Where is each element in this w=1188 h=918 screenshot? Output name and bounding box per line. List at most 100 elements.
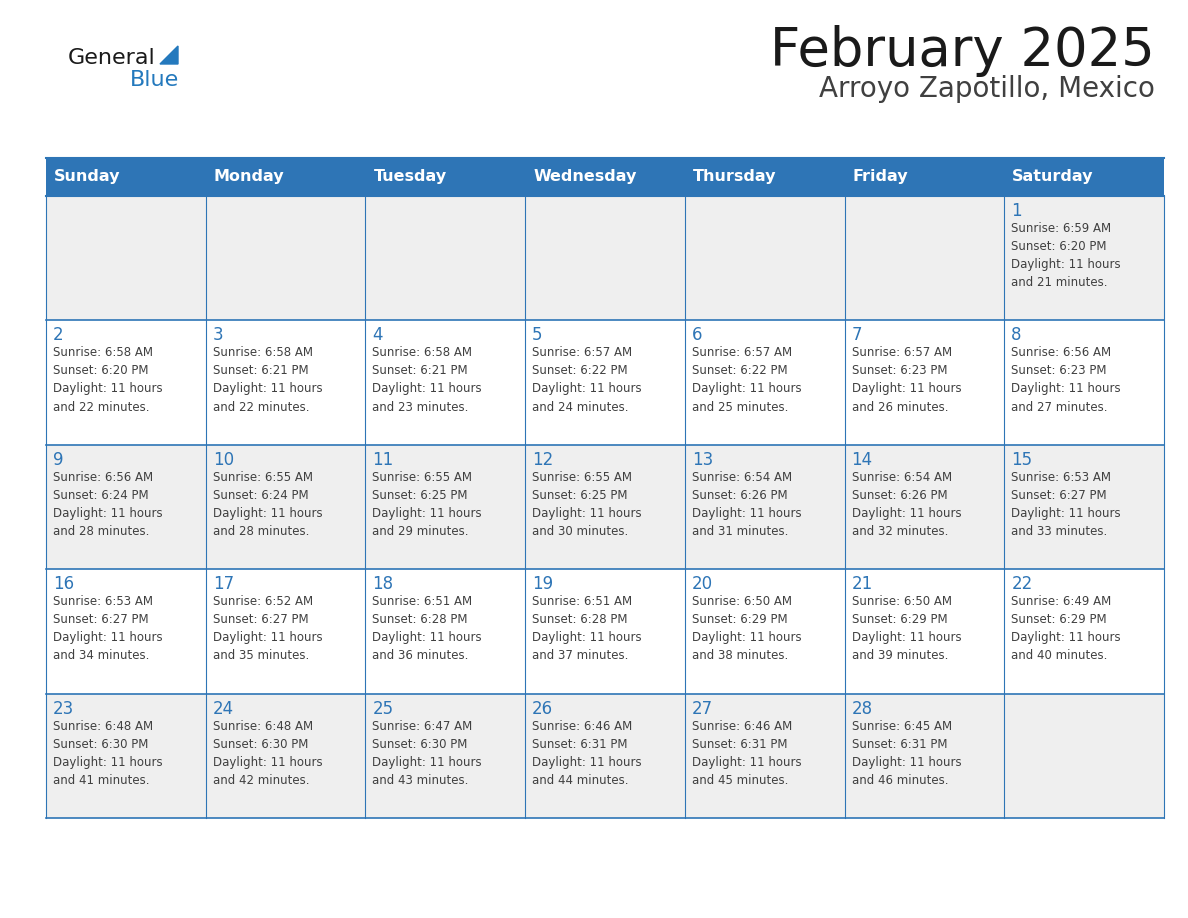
Text: Sunset: 6:21 PM: Sunset: 6:21 PM bbox=[213, 364, 309, 377]
Text: Sunset: 6:28 PM: Sunset: 6:28 PM bbox=[532, 613, 627, 626]
Text: Sunrise: 6:57 AM: Sunrise: 6:57 AM bbox=[691, 346, 792, 360]
Text: and 22 minutes.: and 22 minutes. bbox=[213, 400, 309, 413]
Text: Sunset: 6:27 PM: Sunset: 6:27 PM bbox=[53, 613, 148, 626]
Text: 4: 4 bbox=[372, 327, 383, 344]
Polygon shape bbox=[160, 46, 178, 64]
Bar bbox=[46, 158, 1164, 196]
Text: Sunset: 6:23 PM: Sunset: 6:23 PM bbox=[852, 364, 947, 377]
Text: 22: 22 bbox=[1011, 576, 1032, 593]
Text: Sunset: 6:29 PM: Sunset: 6:29 PM bbox=[1011, 613, 1107, 626]
Text: Daylight: 11 hours: Daylight: 11 hours bbox=[372, 383, 482, 396]
Text: Friday: Friday bbox=[853, 170, 908, 185]
Text: Sunrise: 6:45 AM: Sunrise: 6:45 AM bbox=[852, 720, 952, 733]
Text: and 28 minutes.: and 28 minutes. bbox=[213, 525, 309, 538]
Text: and 43 minutes.: and 43 minutes. bbox=[372, 774, 469, 787]
Text: and 32 minutes.: and 32 minutes. bbox=[852, 525, 948, 538]
Text: and 40 minutes.: and 40 minutes. bbox=[1011, 649, 1107, 662]
Text: Daylight: 11 hours: Daylight: 11 hours bbox=[691, 632, 802, 644]
Text: 14: 14 bbox=[852, 451, 873, 469]
Text: Sunrise: 6:58 AM: Sunrise: 6:58 AM bbox=[53, 346, 153, 360]
Text: Daylight: 11 hours: Daylight: 11 hours bbox=[53, 632, 163, 644]
Text: Sunrise: 6:47 AM: Sunrise: 6:47 AM bbox=[372, 720, 473, 733]
Text: Sunset: 6:31 PM: Sunset: 6:31 PM bbox=[691, 738, 788, 751]
Text: 11: 11 bbox=[372, 451, 393, 469]
Bar bbox=[46, 694, 1164, 818]
Text: Sunrise: 6:58 AM: Sunrise: 6:58 AM bbox=[372, 346, 473, 360]
Text: and 41 minutes.: and 41 minutes. bbox=[53, 774, 150, 787]
Text: Sunrise: 6:54 AM: Sunrise: 6:54 AM bbox=[852, 471, 952, 484]
Text: Sunset: 6:25 PM: Sunset: 6:25 PM bbox=[532, 489, 627, 502]
Text: 6: 6 bbox=[691, 327, 702, 344]
Text: Daylight: 11 hours: Daylight: 11 hours bbox=[1011, 507, 1121, 520]
Text: 27: 27 bbox=[691, 700, 713, 718]
Text: Sunset: 6:24 PM: Sunset: 6:24 PM bbox=[213, 489, 309, 502]
Text: Wednesday: Wednesday bbox=[533, 170, 637, 185]
Text: Daylight: 11 hours: Daylight: 11 hours bbox=[691, 756, 802, 768]
Text: 8: 8 bbox=[1011, 327, 1022, 344]
Text: Daylight: 11 hours: Daylight: 11 hours bbox=[53, 383, 163, 396]
Text: Daylight: 11 hours: Daylight: 11 hours bbox=[852, 507, 961, 520]
Bar bbox=[46, 445, 1164, 569]
Text: Sunrise: 6:57 AM: Sunrise: 6:57 AM bbox=[852, 346, 952, 360]
Text: 21: 21 bbox=[852, 576, 873, 593]
Text: Daylight: 11 hours: Daylight: 11 hours bbox=[372, 507, 482, 520]
Text: 5: 5 bbox=[532, 327, 543, 344]
Text: Sunrise: 6:53 AM: Sunrise: 6:53 AM bbox=[53, 595, 153, 609]
Text: Sunrise: 6:48 AM: Sunrise: 6:48 AM bbox=[213, 720, 312, 733]
Text: Sunset: 6:27 PM: Sunset: 6:27 PM bbox=[213, 613, 309, 626]
Text: 2: 2 bbox=[53, 327, 64, 344]
Text: 25: 25 bbox=[372, 700, 393, 718]
Text: Saturday: Saturday bbox=[1012, 170, 1094, 185]
Text: 23: 23 bbox=[53, 700, 74, 718]
Text: 9: 9 bbox=[53, 451, 63, 469]
Text: and 27 minutes.: and 27 minutes. bbox=[1011, 400, 1107, 413]
Text: Daylight: 11 hours: Daylight: 11 hours bbox=[372, 632, 482, 644]
Text: Sunset: 6:29 PM: Sunset: 6:29 PM bbox=[691, 613, 788, 626]
Text: 16: 16 bbox=[53, 576, 74, 593]
Text: Daylight: 11 hours: Daylight: 11 hours bbox=[532, 507, 642, 520]
Text: Daylight: 11 hours: Daylight: 11 hours bbox=[213, 383, 322, 396]
Text: Daylight: 11 hours: Daylight: 11 hours bbox=[852, 383, 961, 396]
Text: 28: 28 bbox=[852, 700, 873, 718]
Text: Sunrise: 6:54 AM: Sunrise: 6:54 AM bbox=[691, 471, 792, 484]
Text: and 23 minutes.: and 23 minutes. bbox=[372, 400, 469, 413]
Text: Sunset: 6:29 PM: Sunset: 6:29 PM bbox=[852, 613, 947, 626]
Text: and 46 minutes.: and 46 minutes. bbox=[852, 774, 948, 787]
Text: Daylight: 11 hours: Daylight: 11 hours bbox=[213, 507, 322, 520]
Text: and 39 minutes.: and 39 minutes. bbox=[852, 649, 948, 662]
Text: Daylight: 11 hours: Daylight: 11 hours bbox=[532, 632, 642, 644]
Text: Sunrise: 6:59 AM: Sunrise: 6:59 AM bbox=[1011, 222, 1112, 235]
Text: 20: 20 bbox=[691, 576, 713, 593]
Text: and 34 minutes.: and 34 minutes. bbox=[53, 649, 150, 662]
Text: and 24 minutes.: and 24 minutes. bbox=[532, 400, 628, 413]
Text: Sunset: 6:21 PM: Sunset: 6:21 PM bbox=[372, 364, 468, 377]
Text: Sunrise: 6:50 AM: Sunrise: 6:50 AM bbox=[852, 595, 952, 609]
Text: and 36 minutes.: and 36 minutes. bbox=[372, 649, 469, 662]
Text: Sunset: 6:26 PM: Sunset: 6:26 PM bbox=[852, 489, 947, 502]
Text: 1: 1 bbox=[1011, 202, 1022, 220]
Text: Daylight: 11 hours: Daylight: 11 hours bbox=[1011, 383, 1121, 396]
Text: Sunset: 6:22 PM: Sunset: 6:22 PM bbox=[691, 364, 788, 377]
Text: Sunset: 6:26 PM: Sunset: 6:26 PM bbox=[691, 489, 788, 502]
Text: Daylight: 11 hours: Daylight: 11 hours bbox=[852, 756, 961, 768]
Text: 7: 7 bbox=[852, 327, 862, 344]
Text: Sunset: 6:24 PM: Sunset: 6:24 PM bbox=[53, 489, 148, 502]
Text: and 42 minutes.: and 42 minutes. bbox=[213, 774, 309, 787]
Text: and 45 minutes.: and 45 minutes. bbox=[691, 774, 788, 787]
Text: and 44 minutes.: and 44 minutes. bbox=[532, 774, 628, 787]
Text: Sunrise: 6:58 AM: Sunrise: 6:58 AM bbox=[213, 346, 312, 360]
Text: Sunset: 6:31 PM: Sunset: 6:31 PM bbox=[532, 738, 627, 751]
Text: 17: 17 bbox=[213, 576, 234, 593]
Bar bbox=[46, 569, 1164, 694]
Text: Sunrise: 6:46 AM: Sunrise: 6:46 AM bbox=[532, 720, 632, 733]
Bar bbox=[46, 196, 1164, 320]
Text: 19: 19 bbox=[532, 576, 554, 593]
Text: Blue: Blue bbox=[129, 70, 179, 90]
Text: Daylight: 11 hours: Daylight: 11 hours bbox=[213, 756, 322, 768]
Text: and 28 minutes.: and 28 minutes. bbox=[53, 525, 150, 538]
Text: Daylight: 11 hours: Daylight: 11 hours bbox=[213, 632, 322, 644]
Text: Daylight: 11 hours: Daylight: 11 hours bbox=[1011, 258, 1121, 271]
Text: Sunrise: 6:53 AM: Sunrise: 6:53 AM bbox=[1011, 471, 1111, 484]
Bar bbox=[46, 320, 1164, 445]
Text: and 30 minutes.: and 30 minutes. bbox=[532, 525, 628, 538]
